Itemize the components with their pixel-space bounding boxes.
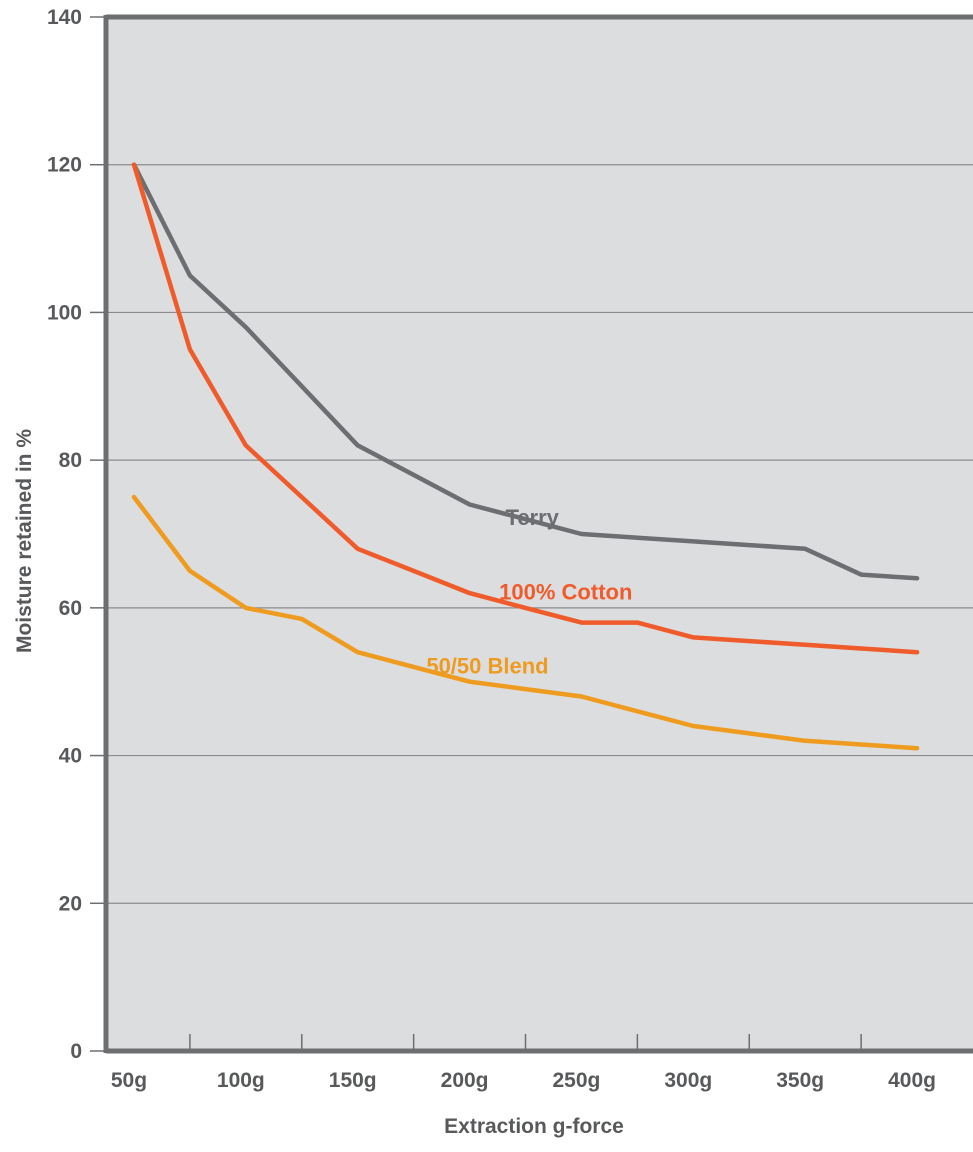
x-tick-label-100: 100g (217, 1069, 265, 1092)
y-tick-label-100: 100 (47, 301, 82, 324)
y-tick-label-80: 80 (59, 449, 82, 472)
y-tick-label-40: 40 (59, 745, 82, 768)
plot-background (106, 17, 973, 1051)
series-line-terry (131, 162, 920, 581)
x-axis-ticks: 50g 100g 150g 200g 250g 300g 350g 400g (111, 1034, 936, 1092)
y-tick-label-60: 60 (59, 597, 82, 620)
series-label-terry: Terry (506, 505, 560, 530)
axes (103, 14, 973, 1054)
series-label-100-cotton: 100% Cotton (499, 580, 632, 605)
y-axis-title: Moisture retained in % (13, 429, 36, 653)
y-tick-label-140: 140 (47, 6, 82, 29)
x-tick-label-300: 300g (664, 1069, 712, 1092)
x-tick-label-250: 250g (553, 1069, 601, 1092)
series-line-100-cotton (131, 162, 920, 655)
x-tick-label-200: 200g (441, 1069, 489, 1092)
y-tick-label-20: 20 (59, 892, 82, 915)
series-labels: Terry 100% Cotton 50/50 Blend (426, 505, 632, 678)
x-tick-label-150: 150g (329, 1069, 377, 1092)
x-axis-title: Extraction g-force (444, 1115, 624, 1138)
y-tick-label-0: 0 (70, 1040, 82, 1063)
series-line-50-50-blend (131, 494, 920, 751)
x-tick-label-400: 400g (888, 1069, 936, 1092)
series-lines (131, 162, 920, 751)
series-label-50-50-blend: 50/50 Blend (426, 654, 548, 679)
x-tick-label-50: 50g (111, 1069, 147, 1092)
y-tick-label-120: 120 (47, 154, 82, 177)
y-axis-ticks: 0 20 40 60 80 100 120 140 (47, 6, 106, 1063)
x-tick-label-350: 350g (776, 1069, 824, 1092)
